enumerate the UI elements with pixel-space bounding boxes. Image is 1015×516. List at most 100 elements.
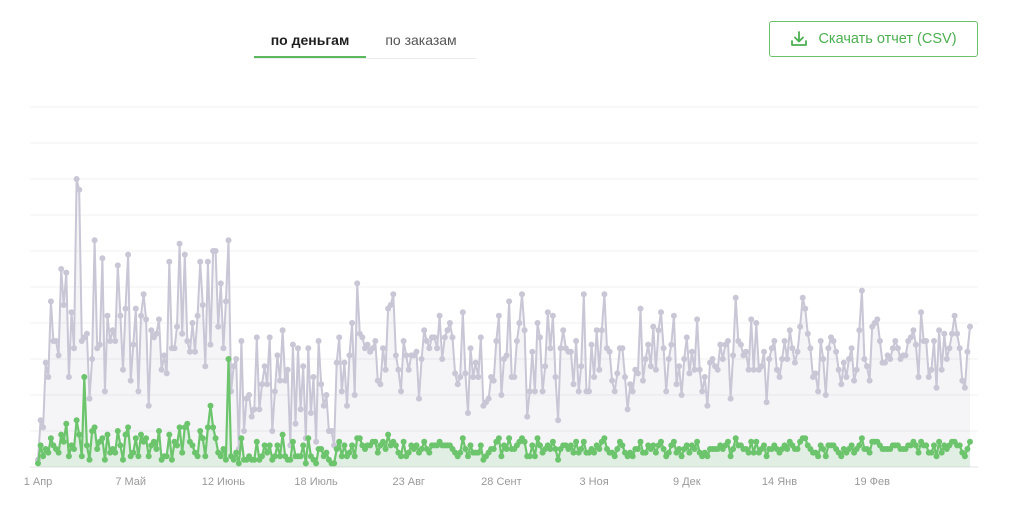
data-point-orders[interactable] <box>60 438 67 445</box>
data-point-orders[interactable] <box>763 453 770 460</box>
data-point-money[interactable] <box>359 334 366 341</box>
data-point-money[interactable] <box>503 352 510 359</box>
tab-by-money[interactable]: по деньгам <box>254 22 366 58</box>
data-point-orders[interactable] <box>166 431 173 438</box>
data-point-money[interactable] <box>114 262 121 269</box>
data-point-orders[interactable] <box>341 442 348 449</box>
data-point-money[interactable] <box>506 298 513 305</box>
data-point-money[interactable] <box>416 395 422 402</box>
data-point-orders[interactable] <box>238 435 245 442</box>
data-point-money[interactable] <box>225 237 232 244</box>
data-point-money[interactable] <box>743 348 749 355</box>
data-point-money[interactable] <box>763 399 770 406</box>
data-point-orders[interactable] <box>336 438 343 445</box>
data-point-money[interactable] <box>681 356 688 362</box>
data-point-orders[interactable] <box>150 438 157 445</box>
data-point-orders[interactable] <box>495 435 502 442</box>
data-point-money[interactable] <box>259 381 265 388</box>
data-point-orders[interactable] <box>313 460 320 467</box>
data-point-money[interactable] <box>928 366 935 373</box>
data-point-money[interactable] <box>454 381 461 388</box>
data-point-money[interactable] <box>457 374 464 380</box>
data-point-money[interactable] <box>606 348 613 355</box>
data-point-orders[interactable] <box>197 428 204 434</box>
data-point-money[interactable] <box>570 381 577 388</box>
data-point-orders[interactable] <box>761 442 767 449</box>
data-point-money[interactable] <box>531 388 538 395</box>
data-point-money[interactable] <box>889 345 896 352</box>
data-point-money[interactable] <box>925 374 932 380</box>
data-point-money[interactable] <box>694 316 701 323</box>
data-point-orders[interactable] <box>302 460 309 467</box>
data-point-money[interactable] <box>866 377 873 384</box>
data-point-money[interactable] <box>222 298 229 305</box>
data-point-money[interactable] <box>186 348 193 355</box>
data-point-money[interactable] <box>542 363 549 370</box>
data-point-money[interactable] <box>446 320 453 326</box>
data-point-orders[interactable] <box>405 449 412 456</box>
data-point-orders[interactable] <box>305 435 312 442</box>
data-point-money[interactable] <box>918 309 925 316</box>
data-point-orders[interactable] <box>372 438 379 445</box>
data-point-money[interactable] <box>802 305 809 312</box>
data-point-money[interactable] <box>552 374 559 380</box>
data-point-money[interactable] <box>882 359 888 366</box>
data-point-orders[interactable] <box>156 428 162 434</box>
data-point-money[interactable] <box>567 348 574 355</box>
data-point-money[interactable] <box>181 251 188 258</box>
data-point-money[interactable] <box>596 366 603 373</box>
data-point-money[interactable] <box>145 402 152 409</box>
data-point-money[interactable] <box>282 377 289 384</box>
data-point-orders[interactable] <box>207 402 214 409</box>
data-point-orders[interactable] <box>251 456 258 463</box>
data-point-money[interactable] <box>748 316 755 323</box>
data-point-money[interactable] <box>333 359 340 366</box>
data-point-money[interactable] <box>516 320 523 326</box>
data-point-money[interactable] <box>55 352 62 359</box>
data-point-orders[interactable] <box>964 446 971 452</box>
data-point-money[interactable] <box>405 366 412 373</box>
data-point-money[interactable] <box>261 363 268 370</box>
data-point-money[interactable] <box>493 338 500 344</box>
data-point-money[interactable] <box>174 323 180 330</box>
data-point-orders[interactable] <box>71 446 77 452</box>
data-point-orders[interactable] <box>591 449 598 456</box>
data-point-orders[interactable] <box>135 453 142 460</box>
data-point-money[interactable] <box>377 381 384 388</box>
data-point-orders[interactable] <box>912 442 919 449</box>
data-point-money[interactable] <box>53 338 59 344</box>
data-point-money[interactable] <box>861 356 868 362</box>
data-point-orders[interactable] <box>235 460 242 467</box>
data-point-money[interactable] <box>382 366 389 373</box>
data-point-money[interactable] <box>130 341 137 348</box>
data-point-money[interactable] <box>856 327 863 334</box>
data-point-money[interactable] <box>676 363 683 370</box>
data-point-money[interactable] <box>843 374 850 380</box>
data-point-orders[interactable] <box>580 438 587 445</box>
data-point-orders[interactable] <box>277 453 283 460</box>
data-point-money[interactable] <box>557 345 564 352</box>
data-point-money[interactable] <box>951 312 958 319</box>
data-point-money[interactable] <box>519 291 525 298</box>
data-point-money[interactable] <box>598 327 605 334</box>
data-point-orders[interactable] <box>490 446 497 452</box>
data-point-money[interactable] <box>807 345 814 352</box>
data-point-orders[interactable] <box>933 453 940 460</box>
data-point-money[interactable] <box>634 370 641 377</box>
data-point-orders[interactable] <box>271 453 278 460</box>
data-point-money[interactable] <box>189 320 196 326</box>
data-point-orders[interactable] <box>297 453 304 460</box>
data-point-orders[interactable] <box>614 446 621 452</box>
data-point-orders[interactable] <box>194 453 201 460</box>
data-point-orders[interactable] <box>333 446 340 452</box>
data-point-money[interactable] <box>138 312 144 319</box>
data-point-money[interactable] <box>786 327 793 334</box>
data-point-orders[interactable] <box>629 453 636 460</box>
data-point-orders[interactable] <box>189 442 196 449</box>
data-point-money[interactable] <box>341 359 348 366</box>
data-point-money[interactable] <box>230 363 237 370</box>
data-point-money[interactable] <box>101 388 108 395</box>
data-point-money[interactable] <box>768 345 775 352</box>
data-point-orders[interactable] <box>642 449 649 456</box>
data-point-orders[interactable] <box>400 438 407 445</box>
